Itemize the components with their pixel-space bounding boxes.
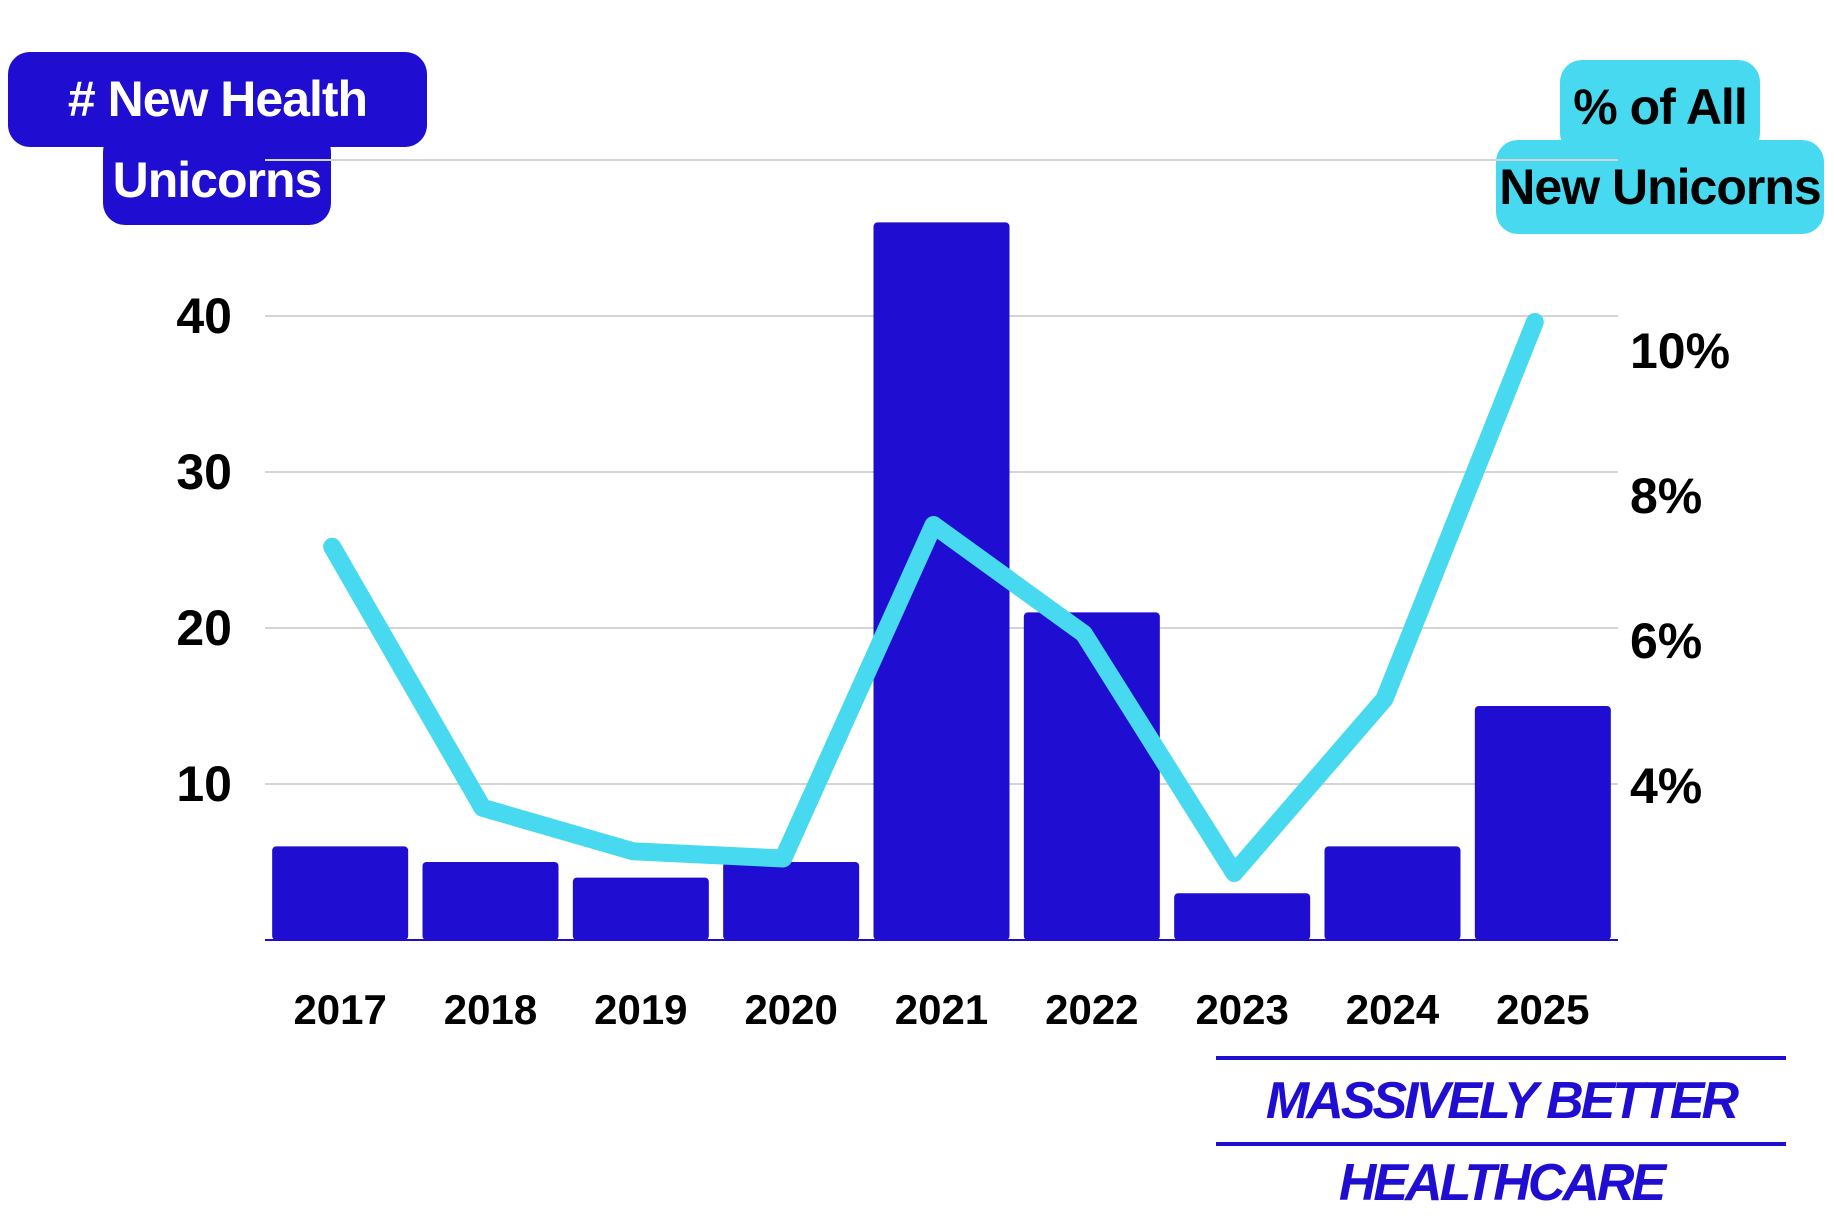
brand-logo: MASSIVELY BETTER HEALTHCARE — [1216, 1056, 1786, 1212]
line-point-2019 — [631, 850, 634, 853]
right-tick-label: 6% — [1630, 613, 1702, 669]
right-axis-title-line2: New Unicorns — [1496, 140, 1824, 234]
line-point-2023 — [1233, 872, 1236, 874]
bar-2018 — [422, 862, 559, 940]
line-point-2025 — [1533, 321, 1536, 323]
line-point-2018 — [481, 806, 484, 809]
left-tick-label: 40 — [176, 288, 232, 344]
left-axis-title-line2: Unicorns — [103, 130, 331, 225]
line-point-2020 — [782, 857, 785, 860]
bar-2023 — [1174, 893, 1311, 940]
x-tick-label: 2025 — [1496, 986, 1589, 1033]
bar-2019 — [572, 877, 709, 940]
bar-2021 — [873, 222, 1010, 940]
right-tick-label: 4% — [1630, 758, 1702, 814]
left-tick-label: 30 — [176, 444, 232, 500]
right-axis-title-line1: % of All — [1560, 60, 1760, 155]
bar-2017 — [272, 846, 409, 940]
left-tick-label: 20 — [176, 600, 232, 656]
left-axis-ticks: 10 20 30 40 — [176, 288, 232, 812]
line-point-2017 — [331, 545, 334, 548]
right-tick-label: 10% — [1630, 323, 1730, 379]
x-tick-label: 2021 — [895, 986, 988, 1033]
right-tick-label: 8% — [1630, 468, 1702, 524]
line-point-2022 — [1082, 632, 1085, 635]
x-tick-label: 2017 — [293, 986, 386, 1033]
bar-2025 — [1474, 706, 1611, 940]
x-tick-label: 2023 — [1195, 986, 1288, 1033]
line-series — [323, 313, 1544, 882]
line-point-2024 — [1383, 698, 1386, 700]
x-tick-label: 2022 — [1045, 986, 1138, 1033]
right-axis-ticks: 4% 6% 8% 10% — [1630, 323, 1730, 814]
x-tick-label: 2024 — [1346, 986, 1440, 1033]
x-tick-label: 2019 — [594, 986, 687, 1033]
x-tick-label: 2018 — [444, 986, 537, 1033]
bar-series — [265, 222, 1618, 941]
line-point-2021 — [932, 524, 935, 526]
x-axis-ticks: 2017 2018 2019 2020 2021 2022 2023 2024 2025 — [293, 986, 1589, 1033]
bar-2020 — [723, 862, 860, 940]
bar-2024 — [1324, 846, 1461, 940]
x-tick-label: 2020 — [744, 986, 837, 1033]
left-tick-label: 10 — [176, 756, 232, 812]
